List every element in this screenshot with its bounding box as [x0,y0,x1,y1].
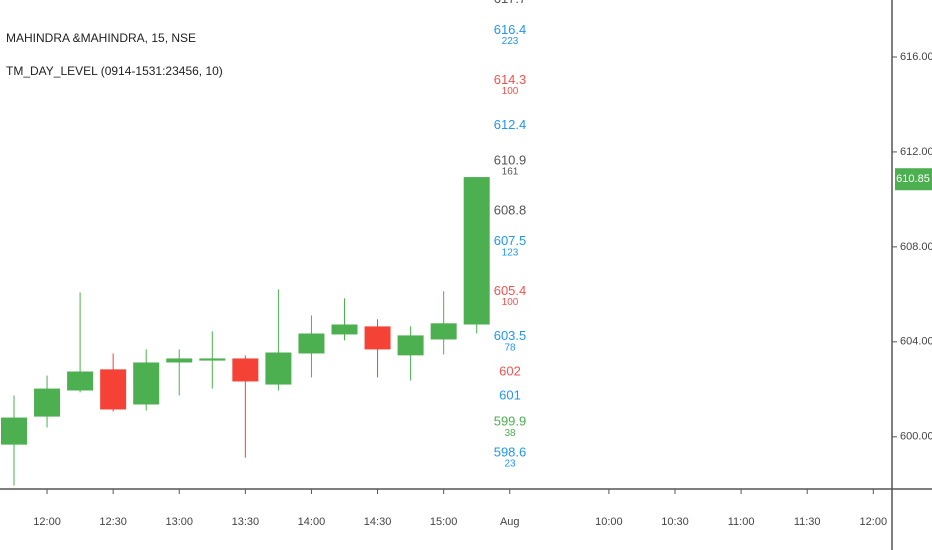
level-count: 38 [504,428,516,439]
level-label: 612.4 [494,117,527,132]
x-tick-label: 14:00 [298,516,326,528]
candle-body [1,417,27,445]
candle-body [67,371,94,391]
level-count: 23 [504,459,516,470]
level-count: 161 [502,167,519,178]
candle-body [34,388,61,417]
candle-body [364,326,391,350]
x-tick-label: 12:30 [99,516,127,528]
level-label: 598.6 [494,444,527,459]
indicator-label: TM_DAY_LEVEL (0914-1531:23456, 10) [6,64,223,78]
level-label: 617.7 [494,0,527,6]
level-label: 607.5 [494,233,527,248]
price-tag-label: 610.85 [896,173,930,185]
x-tick-label: 13:30 [232,516,260,528]
price-tag [895,168,932,191]
candle-body [397,335,424,356]
level-label: 616.4 [494,22,527,37]
candle-body [100,369,127,410]
level-count: 100 [502,86,519,97]
y-tick-label: 604.00 [900,336,932,348]
level-label: 603.5 [494,328,527,343]
level-count: 100 [502,297,519,308]
candle-body [463,177,490,325]
y-tick-label: 616.00 [900,51,932,63]
x-tick-label: 13:00 [165,516,193,528]
candle-body [133,362,160,405]
x-tick-label: 12:00 [860,516,888,528]
y-tick-label: 600.00 [900,431,932,443]
level-label: 614.3 [494,72,527,87]
x-tick-label: 14:30 [364,516,392,528]
candle-body [331,324,358,335]
level-label: 605.4 [494,283,527,298]
level-label: 601 [499,387,521,402]
x-tick-label: 11:00 [728,516,755,528]
x-tick-label: 10:30 [661,516,689,528]
x-tick-label: Aug [500,516,520,528]
level-label: 608.8 [494,202,527,217]
x-tick-label: 12:00 [33,516,61,528]
x-tick-label: 11:30 [794,516,821,528]
candle-body [232,358,259,382]
y-tick-label: 612.00 [900,146,932,158]
level-count: 123 [502,247,519,258]
y-tick-label: 608.00 [900,241,932,253]
x-tick-label: 10:00 [595,516,623,528]
x-tick-label: 15:00 [430,516,458,528]
level-count: 78 [504,342,516,353]
level-label: 599.9 [494,414,527,429]
level-label: 610.9 [494,152,527,167]
candle-body [430,323,457,340]
level-count: 223 [502,36,519,47]
candle-body [199,358,226,361]
level-label: 602 [499,364,521,379]
candle-body [265,352,292,385]
candle-body [166,358,193,363]
candle-body [298,333,325,354]
chart-title: MAHINDRA &MAHINDRA, 15, NSE [6,31,196,45]
